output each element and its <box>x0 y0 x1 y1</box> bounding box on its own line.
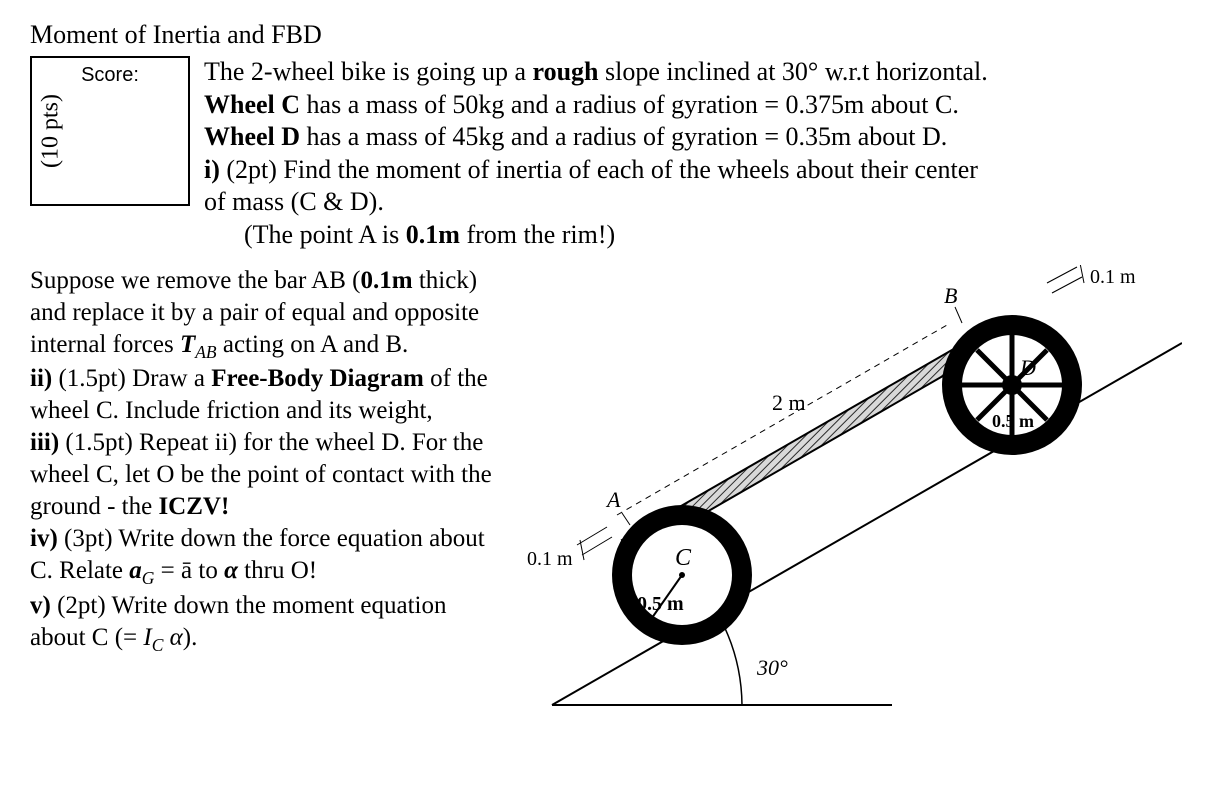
score-label: Score: <box>81 64 139 87</box>
bike-diagram: 30° 2 m C <box>492 265 1182 745</box>
t: v) <box>30 592 51 619</box>
top-row: Score: (10 pts) The 2-wheel bike is goin… <box>30 56 1182 251</box>
t: i) <box>204 155 220 184</box>
intro-line2: Wheel C has a mass of 50kg and a radius … <box>204 89 1182 122</box>
t: ). <box>183 624 198 651</box>
ii: ii) (1.5pt) Draw a Free-Body Diagram of … <box>30 363 492 427</box>
t: (2pt) Find the moment of inertia of each… <box>204 155 978 217</box>
dim-right: 0.1 m <box>1047 265 1136 293</box>
t: has a mass of 45kg and a radius of gyrat… <box>300 122 947 151</box>
t: has a mass of 50kg and a radius of gyrat… <box>300 90 959 119</box>
t: 0.1m <box>406 220 460 249</box>
wheel-c-radius-label: 0.5 m <box>637 593 684 615</box>
t: I <box>143 624 151 651</box>
dim-2m-line <box>617 325 947 515</box>
wheel-d-label: D <box>1019 355 1036 380</box>
lower-row: Suppose we remove the bar AB (0.1m thick… <box>30 265 1182 750</box>
page-title: Moment of Inertia and FBD <box>30 20 1182 50</box>
points-label: (10 pts) <box>38 94 65 168</box>
t: (1.5pt) Repeat ii) for the wheel D. For … <box>30 429 492 520</box>
t: The 2-wheel bike is going up a <box>204 57 533 86</box>
iv: iv) (3pt) Write down the force equation … <box>30 523 492 589</box>
p1: Suppose we remove the bar AB (0.1m thick… <box>30 265 492 363</box>
t: = ā to <box>154 557 224 584</box>
diagram-col: 30° 2 m C <box>492 265 1182 750</box>
question-text: Suppose we remove the bar AB (0.1m thick… <box>30 265 492 750</box>
t: a <box>129 557 142 584</box>
iii: iii) (1.5pt) Repeat ii) for the wheel D.… <box>30 427 492 523</box>
t: slope inclined at 30° w.r.t horizontal. <box>599 57 988 86</box>
t: (2pt) Write down the moment equation abo… <box>30 592 447 651</box>
t: C <box>152 635 164 655</box>
t: T <box>180 331 195 358</box>
t: acting on A and B. <box>217 331 409 358</box>
t: from the rim!) <box>460 220 615 249</box>
t: rough <box>533 57 599 86</box>
t: (The point A is <box>244 220 406 249</box>
dim-left: 0.1 m <box>527 527 612 570</box>
point-a-label: A <box>605 487 621 512</box>
intro-line4: i) (2pt) Find the moment of inertia of e… <box>204 154 1182 252</box>
t: ii) <box>30 365 52 392</box>
t: iv) <box>30 525 58 552</box>
t: iii) <box>30 429 59 456</box>
dim-right-label: 0.1 m <box>1090 266 1136 288</box>
t: Wheel D <box>204 122 300 151</box>
t: α <box>224 557 238 584</box>
wheel-c: C 0.5 m <box>612 505 752 645</box>
t: Wheel C <box>204 90 300 119</box>
point-b-label: B <box>944 283 957 308</box>
t: thru O! <box>238 557 317 584</box>
dim-left-label: 0.1 m <box>527 548 573 570</box>
t: Suppose we remove the bar AB ( <box>30 267 360 294</box>
t: 0.1m <box>360 267 412 294</box>
t: G <box>142 568 155 588</box>
angle-label: 30° <box>756 655 788 680</box>
dim-2m-label: 2 m <box>772 390 806 415</box>
wheel-c-label: C <box>675 545 692 571</box>
t: AB <box>195 342 216 362</box>
v: v) (2pt) Write down the moment equation … <box>30 590 492 656</box>
t: ICZV! <box>158 493 229 520</box>
intro-line1: The 2-wheel bike is going up a rough slo… <box>204 56 1182 89</box>
t: (1.5pt) Draw a <box>52 365 211 392</box>
intro-line3: Wheel D has a mass of 45kg and a radius … <box>204 121 1182 154</box>
wheel-d: D 0.5 m <box>942 315 1082 455</box>
t: α <box>163 624 182 651</box>
score-box: Score: (10 pts) <box>30 56 190 206</box>
t: Free-Body Diagram <box>211 365 424 392</box>
wheel-d-radius-label: 0.5 m <box>992 411 1034 431</box>
intro-text: The 2-wheel bike is going up a rough slo… <box>204 56 1182 251</box>
